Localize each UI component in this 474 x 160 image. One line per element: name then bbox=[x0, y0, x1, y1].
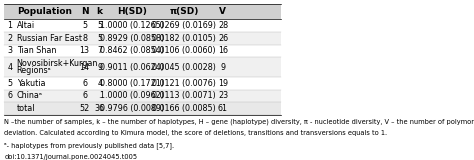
Bar bbox=[4, 102, 281, 115]
Text: 28: 28 bbox=[218, 21, 228, 30]
Text: Russian Far East: Russian Far East bbox=[17, 34, 82, 43]
Text: 61: 61 bbox=[218, 104, 228, 113]
Text: 9: 9 bbox=[97, 63, 102, 72]
Text: 0.9011 (0.0624): 0.9011 (0.0624) bbox=[100, 63, 164, 72]
Bar bbox=[4, 57, 281, 77]
Text: 23: 23 bbox=[218, 91, 228, 100]
Text: 4: 4 bbox=[7, 63, 12, 72]
Text: 0.0166 (0.0085): 0.0166 (0.0085) bbox=[152, 104, 216, 113]
Text: Population: Population bbox=[17, 7, 72, 16]
Text: 52: 52 bbox=[79, 104, 90, 113]
Text: Novosibirsk+Kurgan: Novosibirsk+Kurgan bbox=[17, 59, 98, 68]
Text: 6: 6 bbox=[82, 79, 87, 88]
Bar bbox=[4, 4, 281, 19]
Text: 0.8462 (0.0854): 0.8462 (0.0854) bbox=[100, 46, 164, 56]
Text: 6: 6 bbox=[82, 91, 87, 100]
Text: 2: 2 bbox=[7, 34, 12, 43]
Text: 8: 8 bbox=[82, 34, 87, 43]
Text: Yakutia: Yakutia bbox=[17, 79, 45, 88]
Text: 5: 5 bbox=[82, 21, 87, 30]
Text: Altai: Altai bbox=[17, 21, 35, 30]
Text: Regionsᵃ: Regionsᵃ bbox=[17, 66, 52, 75]
Text: 0.0106 (0.0060): 0.0106 (0.0060) bbox=[152, 46, 216, 56]
Text: doi:10.1371/journal.pone.0024045.t005: doi:10.1371/journal.pone.0024045.t005 bbox=[4, 154, 137, 160]
Text: 26: 26 bbox=[218, 34, 228, 43]
Text: V: V bbox=[219, 7, 227, 16]
Text: 0.8000 (0.1721): 0.8000 (0.1721) bbox=[100, 79, 164, 88]
Text: 1: 1 bbox=[7, 21, 12, 30]
Bar bbox=[4, 19, 281, 32]
Text: k: k bbox=[97, 7, 103, 16]
Text: 6: 6 bbox=[7, 91, 12, 100]
Text: 0.0045 (0.0028): 0.0045 (0.0028) bbox=[152, 63, 216, 72]
Text: 7: 7 bbox=[97, 46, 102, 56]
Text: 5: 5 bbox=[7, 79, 12, 88]
Text: 19: 19 bbox=[218, 79, 228, 88]
Text: 1.0000 (0.0962): 1.0000 (0.0962) bbox=[100, 91, 164, 100]
Text: Chinaᵃ: Chinaᵃ bbox=[17, 91, 43, 100]
Text: 14: 14 bbox=[80, 63, 90, 72]
Text: N: N bbox=[81, 7, 88, 16]
Bar bbox=[4, 77, 281, 90]
Text: 1.0000 (0.1265): 1.0000 (0.1265) bbox=[100, 21, 164, 30]
Text: 4: 4 bbox=[97, 79, 102, 88]
Text: ᵃ- haplotypes from previously published data [5,7].: ᵃ- haplotypes from previously published … bbox=[4, 142, 174, 149]
Text: deviation. Calculated according to Kimura model, the score of deletions, transit: deviation. Calculated according to Kimur… bbox=[4, 130, 387, 136]
Text: total: total bbox=[17, 104, 35, 113]
Text: 9: 9 bbox=[220, 63, 226, 72]
Text: 16: 16 bbox=[218, 46, 228, 56]
Text: 0.0121 (0.0076): 0.0121 (0.0076) bbox=[152, 79, 216, 88]
Bar bbox=[4, 45, 281, 57]
Text: H(SD): H(SD) bbox=[117, 7, 146, 16]
Text: 0.0182 (0.0105): 0.0182 (0.0105) bbox=[152, 34, 216, 43]
Bar bbox=[4, 32, 281, 45]
Text: 0.8929 (0.0858): 0.8929 (0.0858) bbox=[100, 34, 164, 43]
Text: 36: 36 bbox=[95, 104, 105, 113]
Text: 3: 3 bbox=[7, 46, 12, 56]
Bar bbox=[4, 90, 281, 102]
Text: 0.9796 (0.0089): 0.9796 (0.0089) bbox=[100, 104, 164, 113]
Text: 5: 5 bbox=[97, 34, 102, 43]
Text: π(SD): π(SD) bbox=[170, 7, 199, 16]
Text: 0.0113 (0.0071): 0.0113 (0.0071) bbox=[152, 91, 216, 100]
Text: .: . bbox=[99, 91, 101, 100]
Text: 5: 5 bbox=[97, 21, 102, 30]
Text: 0.0269 (0.0169): 0.0269 (0.0169) bbox=[152, 21, 216, 30]
Text: N –the number of samples, k – the number of haplotypes, H – gene (haplotype) div: N –the number of samples, k – the number… bbox=[4, 118, 474, 125]
Text: Tian Shan: Tian Shan bbox=[17, 46, 56, 56]
Text: 13: 13 bbox=[80, 46, 90, 56]
